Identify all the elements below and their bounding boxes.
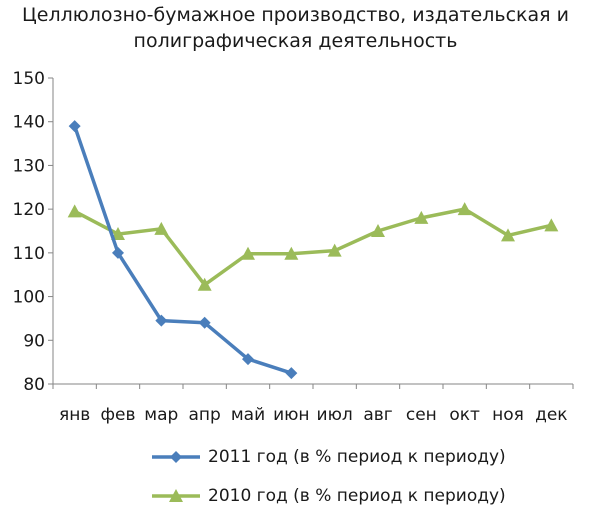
legend-label-2011: 2011 год (в % период к периоду) xyxy=(208,447,506,467)
y-tick-label: 110 xyxy=(13,244,45,264)
series-line-0 xyxy=(73,125,292,375)
y-tick-label: 80 xyxy=(23,375,45,395)
y-tick-label: 90 xyxy=(23,331,45,351)
x-tick-label-4: май xyxy=(231,405,265,425)
legend-marker-2011 xyxy=(152,451,200,463)
series-0-point-5 xyxy=(285,367,298,380)
series-1-point-11 xyxy=(544,218,559,232)
series-0-point-3 xyxy=(198,316,211,329)
x-tick-label-7: авг xyxy=(363,405,392,425)
legend-item-2011: 2011 год (в % период к периоду) xyxy=(150,445,506,469)
legend-label-2010: 2010 год (в % период к периоду) xyxy=(208,486,506,506)
series-0-point-4 xyxy=(242,353,254,366)
series-1-point-3 xyxy=(197,277,212,291)
legend-marker-2010 xyxy=(152,489,200,502)
series-line-1 xyxy=(73,207,552,287)
series-1-point-2 xyxy=(154,221,169,235)
series-1-point-8 xyxy=(414,210,429,224)
y-tick-label: 150 xyxy=(13,69,45,89)
x-tick-label-1: фев xyxy=(100,405,135,425)
y-tick-label: 130 xyxy=(13,156,45,176)
series-1-point-0 xyxy=(67,204,82,218)
x-tick-label-5: июн xyxy=(273,405,309,425)
x-tick-label-11: дек xyxy=(535,405,567,425)
series-1-point-5 xyxy=(284,246,299,260)
series-1-point-7 xyxy=(371,224,385,237)
legend-item-2010: 2010 год (в % период к периоду) xyxy=(150,484,506,508)
x-tick-label-3: апр xyxy=(189,405,221,425)
series-1-point-6 xyxy=(327,243,342,257)
x-tick-label-6: июл xyxy=(317,405,353,425)
series-0-point-2 xyxy=(155,314,168,327)
chart-title-line-1: Целлюлозно-бумажное производство, издате… xyxy=(22,4,569,26)
series-1-point-10 xyxy=(501,228,515,242)
series-0-point-0 xyxy=(68,120,81,133)
x-tick-label-2: мар xyxy=(144,405,178,425)
x-tick-label-10: ноя xyxy=(492,405,524,425)
y-tick-label: 120 xyxy=(13,200,45,220)
y-tick-label: 100 xyxy=(13,288,45,308)
series-1-point-4 xyxy=(241,246,255,260)
x-tick-label-9: окт xyxy=(449,405,480,425)
x-tick-label-8: сен xyxy=(406,405,437,425)
x-tick-label-0: янв xyxy=(59,405,90,425)
series-1-point-9 xyxy=(457,202,472,216)
series-0-point-1 xyxy=(112,246,124,259)
chart-title-line-2: полиграфическая деятельность xyxy=(133,30,458,52)
series-1-point-1 xyxy=(111,227,125,241)
y-tick-label: 140 xyxy=(13,113,45,133)
